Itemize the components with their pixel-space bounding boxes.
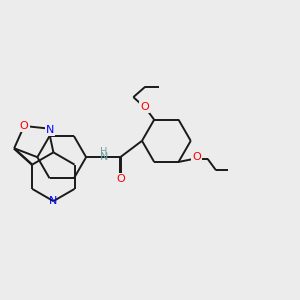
Text: N: N: [49, 196, 58, 206]
Text: O: O: [193, 152, 201, 163]
Text: O: O: [116, 175, 125, 184]
Text: O: O: [140, 102, 149, 112]
Text: N: N: [46, 125, 54, 135]
Text: N: N: [100, 152, 108, 162]
Text: H: H: [100, 147, 108, 157]
Text: O: O: [20, 121, 28, 131]
